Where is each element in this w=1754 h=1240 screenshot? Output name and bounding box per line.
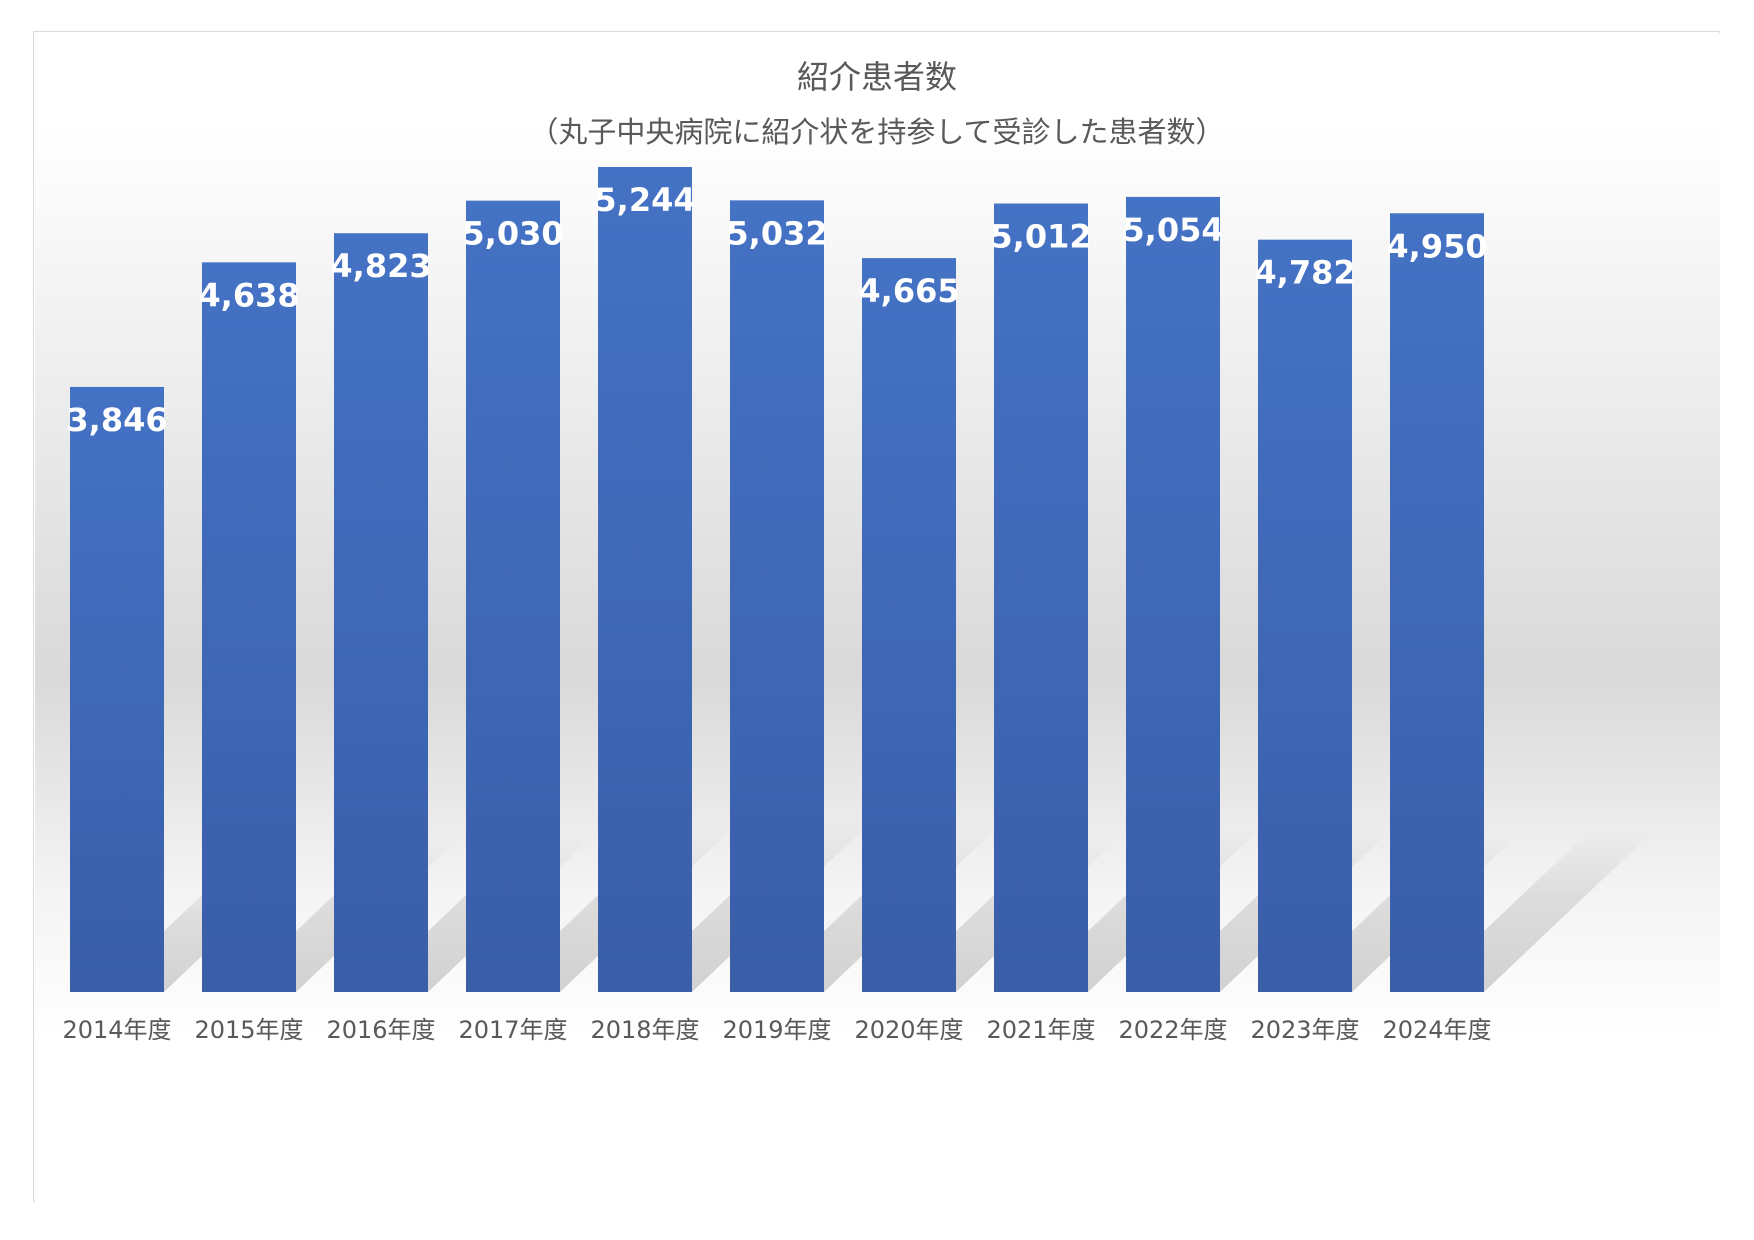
- bar: [730, 200, 824, 992]
- bar: [1258, 239, 1352, 993]
- chart: 紹介患者数 （丸子中央病院に紹介状を持参して受診した患者数） 3,846 4,63…: [35, 33, 1720, 1202]
- data-label: 5,030: [462, 215, 563, 253]
- x-tick-label: 2024年度: [1382, 1016, 1491, 1044]
- data-label: 3,846: [66, 401, 167, 439]
- x-tick-label: 2016年度: [326, 1016, 435, 1044]
- data-label: 4,665: [858, 272, 959, 310]
- bar: [862, 258, 956, 992]
- data-label: 5,244: [594, 181, 695, 219]
- data-label: 5,012: [990, 217, 1091, 255]
- bar: [1390, 213, 1484, 992]
- data-label: 4,950: [1386, 227, 1487, 265]
- data-label: 5,054: [1122, 211, 1223, 249]
- bar: [202, 262, 296, 992]
- x-tick-label: 2021年度: [986, 1016, 1095, 1044]
- data-label: 4,823: [330, 247, 431, 285]
- x-tick-label: 2014年度: [62, 1016, 171, 1044]
- bar: [466, 200, 560, 992]
- bar: [598, 167, 692, 992]
- data-labels: 3,846 4,638 4,823 5,030 5,244 5,032 4,665 5,012…: [66, 181, 1487, 439]
- bar: [334, 233, 428, 992]
- x-tick-label: 2023年度: [1250, 1016, 1359, 1044]
- x-tick-label: 2022年度: [1118, 1016, 1227, 1044]
- bar: [70, 386, 164, 992]
- x-tick-label: 2017年度: [458, 1016, 567, 1044]
- data-label: 5,032: [726, 214, 827, 252]
- bars: [70, 167, 1484, 993]
- chart-subtitle: （丸子中央病院に紹介状を持参して受診した患者数）: [529, 115, 1224, 149]
- x-tick-label: 2020年度: [854, 1016, 963, 1044]
- x-tick-label: 2015年度: [194, 1016, 303, 1044]
- x-tick-label: 2018年度: [590, 1016, 699, 1044]
- chart-frame: 紹介患者数 （丸子中央病院に紹介状を持参して受診した患者数） 3,846 4,63…: [33, 31, 1720, 1202]
- x-tick-label: 2019年度: [722, 1016, 831, 1044]
- bar: [994, 203, 1088, 993]
- data-label: 4,782: [1254, 254, 1355, 292]
- data-label: 4,638: [198, 276, 299, 314]
- chart-title: 紹介患者数: [797, 58, 957, 96]
- bar: [1126, 196, 1220, 993]
- x-axis-tick-labels: 2014年度 2015年度 2016年度 2017年度 2018年度 2019年度 2020…: [62, 1016, 1491, 1044]
